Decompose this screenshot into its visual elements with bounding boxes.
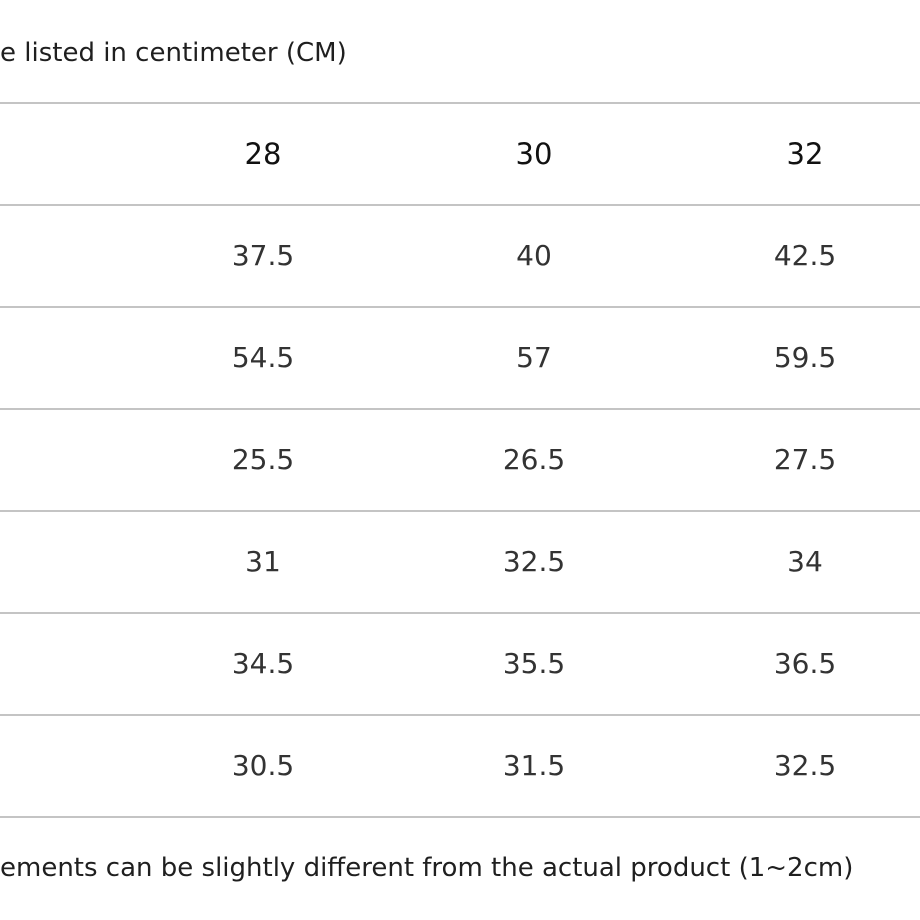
table-cell: 27.5 [773, 443, 837, 476]
table-cell: 42.5 [773, 239, 837, 272]
table-cell: 54.5 [231, 341, 295, 374]
size-table: 28 30 32 37.5 40 42.5 54.5 57 59.5 25.5 … [0, 102, 920, 818]
table-row: 25.5 26.5 27.5 [0, 408, 920, 510]
table-row: 30.5 31.5 32.5 [0, 714, 920, 818]
table-cell: 34.5 [231, 647, 295, 680]
table-cell: 34 [787, 545, 823, 578]
size-header-32: 32 [786, 137, 824, 171]
unit-note: e listed in centimeter (CM) [0, 38, 347, 68]
table-cell: 30.5 [231, 749, 295, 782]
table-cell: 31 [245, 545, 281, 578]
size-header-30: 30 [515, 137, 553, 171]
table-cell: 36.5 [773, 647, 837, 680]
table-cell: 59.5 [773, 341, 837, 374]
table-row: 37.5 40 42.5 [0, 204, 920, 306]
table-cell: 40 [516, 239, 552, 272]
size-header-28: 28 [244, 137, 282, 171]
table-cell: 35.5 [502, 647, 566, 680]
table-cell: 32.5 [773, 749, 837, 782]
table-row: 31 32.5 34 [0, 510, 920, 612]
table-cell: 32.5 [502, 545, 566, 578]
table-cell: 37.5 [231, 239, 295, 272]
table-cell: 57 [516, 341, 552, 374]
table-cell: 25.5 [231, 443, 295, 476]
table-header-row: 28 30 32 [0, 102, 920, 204]
table-cell: 31.5 [502, 749, 566, 782]
measurement-disclaimer: ements can be slightly different from th… [0, 853, 854, 883]
table-cell: 26.5 [502, 443, 566, 476]
table-row: 34.5 35.5 36.5 [0, 612, 920, 714]
table-row: 54.5 57 59.5 [0, 306, 920, 408]
